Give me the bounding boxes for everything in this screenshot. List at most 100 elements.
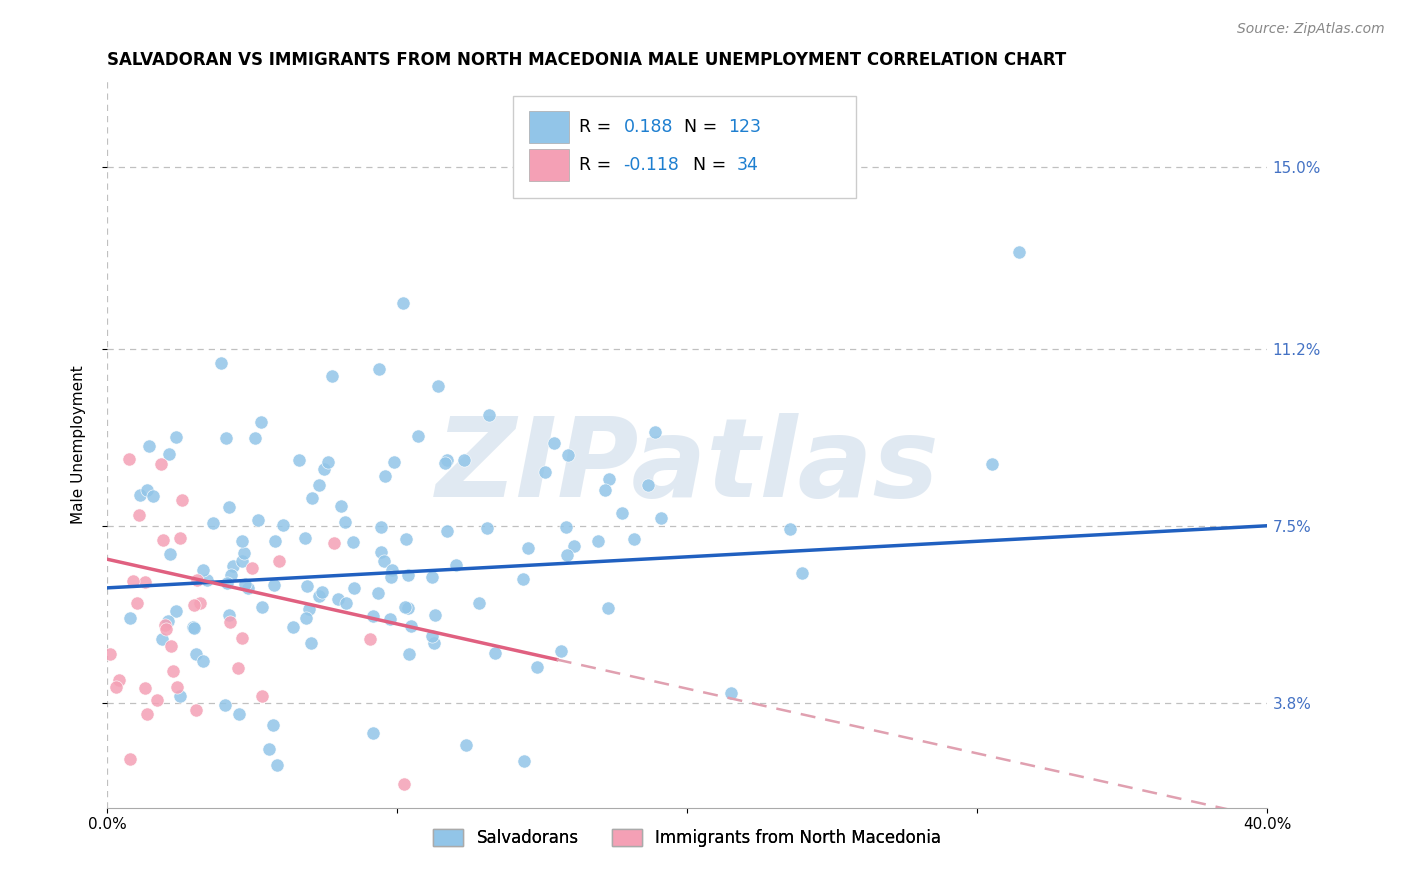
Point — [184, 648, 207, 662]
Point — [394, 600, 416, 615]
Point — [218, 607, 240, 622]
Point — [150, 457, 173, 471]
FancyBboxPatch shape — [530, 112, 569, 143]
Point — [456, 738, 478, 752]
Point — [263, 578, 285, 592]
Point — [557, 448, 579, 462]
Point — [105, 681, 128, 695]
Text: R =: R = — [579, 156, 617, 174]
Text: R =: R = — [579, 118, 617, 136]
Point — [98, 647, 121, 661]
Point — [183, 598, 205, 612]
Point — [202, 516, 225, 530]
Point — [245, 431, 267, 445]
Point — [326, 592, 349, 607]
Point — [294, 532, 316, 546]
Point — [250, 600, 273, 615]
Point — [214, 698, 236, 713]
Point — [129, 488, 152, 502]
Point — [380, 569, 402, 583]
Point — [264, 533, 287, 548]
Point — [512, 572, 534, 586]
FancyBboxPatch shape — [530, 149, 569, 181]
Point — [159, 547, 181, 561]
Point — [195, 573, 218, 587]
Point — [335, 596, 357, 610]
Point — [378, 612, 401, 626]
Point — [318, 455, 340, 469]
Point — [610, 506, 633, 520]
Text: SALVADORAN VS IMMIGRANTS FROM NORTH MACEDONIA MALE UNEMPLOYMENT CORRELATION CHAR: SALVADORAN VS IMMIGRANTS FROM NORTH MACE… — [107, 51, 1066, 69]
Text: 0.188: 0.188 — [623, 118, 673, 136]
Point — [135, 707, 157, 722]
Point — [526, 659, 548, 673]
Point — [281, 620, 304, 634]
Point — [517, 541, 540, 555]
Y-axis label: Male Unemployment: Male Unemployment — [72, 365, 86, 524]
Point — [240, 561, 263, 575]
Point — [422, 570, 444, 584]
Point — [215, 432, 238, 446]
Point — [543, 435, 565, 450]
Point — [401, 619, 423, 633]
Point — [370, 544, 392, 558]
Point — [477, 409, 499, 423]
Point — [396, 567, 419, 582]
Point — [250, 689, 273, 703]
Point — [231, 533, 253, 548]
Point — [170, 492, 193, 507]
Point — [190, 597, 212, 611]
Point — [335, 515, 357, 529]
Point — [257, 742, 280, 756]
Point — [363, 726, 385, 740]
Text: 34: 34 — [737, 156, 759, 174]
Point — [598, 601, 620, 615]
Point — [980, 458, 1002, 472]
Point — [396, 601, 419, 615]
Point — [790, 566, 813, 580]
Point — [308, 589, 330, 603]
Point — [231, 632, 253, 646]
Point — [342, 535, 364, 549]
Point — [146, 693, 169, 707]
Text: 123: 123 — [728, 118, 761, 136]
Point — [209, 356, 232, 370]
Point — [233, 577, 256, 591]
Point — [650, 511, 672, 525]
Point — [215, 575, 238, 590]
Point — [184, 702, 207, 716]
Point — [623, 533, 645, 547]
Point — [226, 661, 249, 675]
Point — [191, 654, 214, 668]
Point — [134, 681, 156, 696]
Point — [381, 563, 404, 577]
Point — [155, 618, 177, 632]
Point — [295, 611, 318, 625]
Point — [273, 518, 295, 533]
Point — [157, 447, 180, 461]
Point — [138, 439, 160, 453]
Point — [720, 686, 742, 700]
Point — [394, 777, 416, 791]
Point — [191, 563, 214, 577]
Point — [361, 608, 384, 623]
Point — [513, 754, 536, 768]
Point — [398, 647, 420, 661]
Point — [321, 369, 343, 384]
Point — [218, 500, 240, 515]
Point — [186, 573, 208, 587]
Point — [562, 539, 585, 553]
FancyBboxPatch shape — [513, 95, 855, 197]
Point — [166, 604, 188, 618]
Point — [269, 554, 291, 568]
Point — [169, 532, 191, 546]
Point — [183, 620, 205, 634]
Point — [475, 521, 498, 535]
Point — [118, 752, 141, 766]
Point — [298, 602, 321, 616]
Point — [228, 706, 250, 721]
Point — [444, 558, 467, 572]
Point — [436, 452, 458, 467]
Point — [219, 567, 242, 582]
Point — [555, 548, 578, 562]
